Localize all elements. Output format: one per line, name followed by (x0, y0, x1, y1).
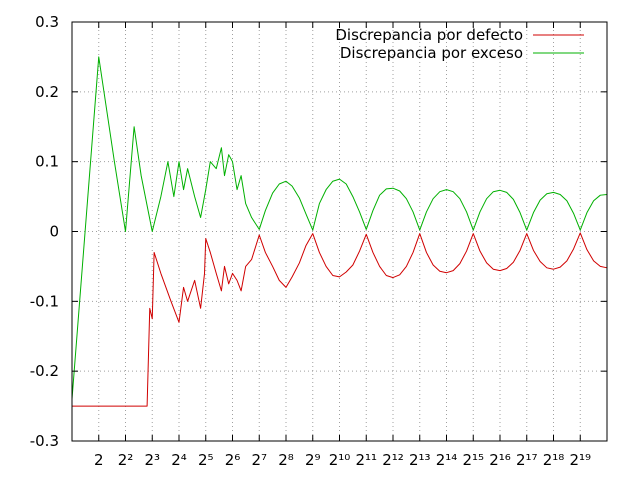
y-tick-label: 0 (49, 223, 59, 241)
x-tick-label: 2² (118, 451, 134, 469)
legend-label-defecto: Discrepancia por defecto (335, 26, 523, 44)
y-tick-label: 0.3 (35, 13, 59, 31)
y-tick-label: -0.2 (30, 362, 59, 380)
x-tick-label: 2⁵ (198, 451, 214, 469)
x-tick-label: 2¹⁵ (462, 451, 484, 469)
plot-lines (71, 56, 608, 407)
x-tick-label: 2⁴ (171, 451, 187, 469)
x-tick-label: 2¹² (382, 451, 404, 469)
x-tick-label: 2 (94, 451, 104, 469)
x-tick-label: 2¹⁰ (329, 451, 351, 469)
legend-label-exceso: Discrepancia por exceso (340, 44, 523, 62)
x-tick-label: 2¹⁷ (516, 451, 538, 469)
x-tick-label: 2¹⁴ (436, 451, 458, 469)
y-tick-label: -0.3 (30, 432, 59, 450)
x-tick-label: 2¹⁶ (489, 451, 511, 469)
series-line-exceso (71, 56, 608, 400)
x-tick-label: 2¹¹ (355, 451, 377, 469)
x-tick-label: 2¹³ (409, 451, 431, 469)
x-tick-label: 2⁸ (278, 451, 294, 469)
legend: Discrepancia por defecto Discrepancia po… (335, 26, 584, 62)
x-tick-label: 2⁹ (305, 451, 321, 469)
y-tick-label: 0.1 (35, 153, 59, 171)
x-tick-label: 2³ (144, 451, 160, 469)
axis-ticks (72, 21, 607, 442)
x-tick-label: 2⁶ (225, 451, 241, 469)
x-tick-label: 2¹⁹ (569, 451, 591, 469)
axis-tick-labels: 0.3 0.2 0.1 0 -0.1 -0.2 -0.3 2 2² 2³ 2⁴ 2⁵ 2⁶ 2⁷ 2⁸ 2⁹ 2… (30, 13, 591, 469)
x-tick-label: 2⁷ (251, 451, 267, 469)
y-tick-label: 0.2 (35, 83, 59, 101)
y-tick-label: -0.1 (30, 292, 59, 310)
x-tick-label: 2¹⁸ (543, 451, 565, 469)
series-line-defecto (72, 232, 608, 407)
